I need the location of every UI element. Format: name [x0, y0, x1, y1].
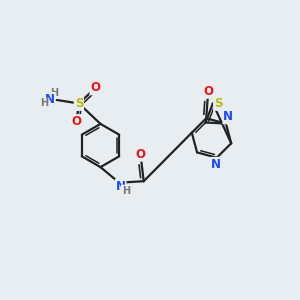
Text: H: H [40, 98, 48, 109]
Text: S: S [75, 97, 83, 110]
Text: S: S [214, 97, 223, 110]
Text: O: O [90, 81, 100, 94]
Text: O: O [135, 148, 145, 161]
Text: H: H [50, 88, 58, 98]
Text: O: O [203, 85, 213, 98]
Text: H: H [122, 185, 130, 196]
Text: N: N [211, 158, 221, 171]
Text: N: N [116, 180, 126, 193]
Text: N: N [45, 93, 55, 106]
Text: O: O [71, 115, 82, 128]
Text: N: N [223, 110, 233, 124]
